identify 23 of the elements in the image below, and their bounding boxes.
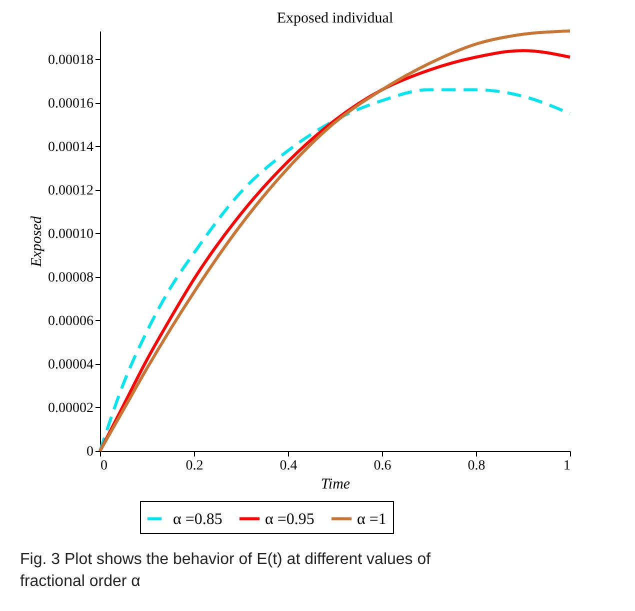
x-tick-label: 0.6: [374, 458, 392, 474]
x-tick-label: 0: [100, 458, 108, 474]
y-tick-label: 0.00012: [48, 183, 94, 198]
y-tick-label: 0.00002: [48, 400, 94, 416]
y-tick-label: 0.00004: [48, 357, 94, 372]
x-tick-label: 1: [564, 458, 570, 474]
legend-label: α =1: [357, 510, 386, 528]
x-tick-label: 0.2: [186, 458, 204, 474]
caption: Fig. 3 Plot shows the behavior of E(t) at different values of fractional order α: [20, 551, 432, 590]
x-tick-label: 0.4: [280, 458, 298, 474]
y-tick-label: 0.00006: [48, 314, 94, 329]
y-tick-label: 0.00008: [48, 270, 94, 286]
chart-title: Exposed individual: [276, 10, 394, 26]
x-tick-label: 0.8: [468, 458, 486, 474]
y-tick-label: 0.00010: [48, 226, 94, 242]
legend-label: α =0.85: [173, 510, 222, 528]
x-axis-title: Time: [320, 476, 350, 492]
y-axis-title: Exposed: [29, 216, 45, 268]
y-tick-label: 0: [86, 444, 94, 460]
y-tick-label: 0.00014: [48, 140, 94, 155]
legend-label: α =0.95: [265, 510, 314, 528]
y-tick-label: 0.00016: [48, 96, 94, 112]
y-tick-label: 0.00018: [48, 52, 94, 68]
